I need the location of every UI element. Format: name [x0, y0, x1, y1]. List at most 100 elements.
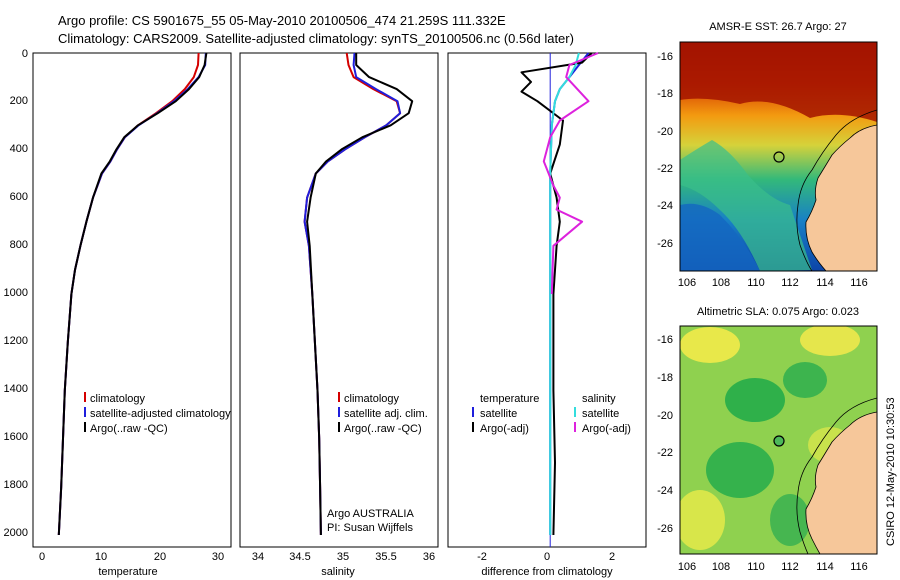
lat-tick: -26 — [657, 238, 673, 250]
sst-map-title: AMSR-E SST: 26.7 Argo: 27 — [709, 21, 847, 33]
temperature-xlabel: temperature — [98, 566, 157, 578]
lat-tick: -16 — [657, 51, 673, 63]
x-tick-30: 30 — [212, 551, 224, 563]
x-tick-0: 0 — [544, 551, 550, 563]
sla-low-patch — [770, 494, 810, 546]
legend-swatch-satellite — [338, 407, 340, 417]
legend-swatch-argo — [338, 422, 340, 432]
y-tick-0: 0 — [22, 48, 28, 60]
legend-swatch-temp-argo — [472, 422, 474, 432]
lat-tick: -18 — [657, 372, 673, 384]
lon-tick: 108 — [712, 561, 730, 573]
temperature-x-ticks: 0 10 20 30 — [39, 551, 224, 563]
salinity-axes — [239, 52, 439, 548]
x-tick-36: 36 — [423, 551, 435, 563]
legend-swatch-temp-satellite — [472, 407, 474, 417]
sla-high-patch — [680, 327, 740, 363]
x-tick-35: 35 — [337, 551, 349, 563]
legend-climatology: climatology — [344, 393, 400, 405]
sla-low-patch — [783, 362, 827, 398]
sst-coast-contour — [796, 109, 877, 271]
salinity-xlabel: salinity — [321, 566, 355, 578]
lon-tick: 116 — [850, 277, 868, 289]
sla-land — [805, 411, 877, 554]
legend-swatch-satellite — [84, 407, 86, 417]
sst-map-frame — [679, 41, 878, 272]
sla-high-patch — [680, 490, 725, 550]
legend-swatch-argo — [84, 422, 86, 432]
series-line-salinity-argo-adj- — [542, 52, 599, 295]
sst-cold-southwest — [680, 203, 760, 271]
lon-tick: 112 — [781, 277, 799, 289]
x-tick-20: 20 — [154, 551, 166, 563]
y-tick-1600: 1600 — [4, 431, 28, 443]
series-line-argo-raw-qc- — [306, 53, 414, 536]
y-tick-1800: 1800 — [4, 479, 28, 491]
lat-tick: -18 — [657, 88, 673, 100]
legend-climatology: climatology — [90, 393, 146, 405]
x-tick-35-5: 35.5 — [375, 551, 396, 563]
y-tick-1000: 1000 — [4, 287, 28, 299]
lon-tick: 110 — [747, 277, 765, 289]
sst-map-field — [680, 42, 877, 271]
lon-tick: 116 — [850, 561, 868, 573]
difference-axes — [447, 52, 647, 548]
sla-map-x-ticks: 106 108 110 112 114 116 — [678, 561, 868, 573]
lat-tick: -22 — [657, 163, 673, 175]
sst-argo-marker — [773, 151, 785, 163]
sla-map-frame — [679, 325, 878, 555]
sla-low-patch — [725, 378, 785, 422]
sst-warm-pool — [680, 42, 877, 122]
x-tick-10: 10 — [95, 551, 107, 563]
sla-map-field — [680, 326, 877, 554]
x-tick-2: 2 — [609, 551, 615, 563]
lat-tick: -20 — [657, 126, 673, 138]
sst-land — [805, 124, 877, 271]
legend-temp-argo: Argo(-adj) — [480, 423, 529, 435]
y-tick-2000: 2000 — [4, 527, 28, 539]
temperature-legend: climatology satellite-adjusted climatolo… — [84, 392, 231, 435]
lat-tick: -16 — [657, 334, 673, 346]
sla-argo-marker — [773, 435, 785, 447]
x-tick-34: 34 — [252, 551, 264, 563]
y-tick-1400: 1400 — [4, 383, 28, 395]
y-tick-200: 200 — [10, 95, 28, 107]
sla-map-y-ticks: -16 -18 -20 -22 -24 -26 — [657, 334, 673, 535]
y-tick-1200: 1200 — [4, 335, 28, 347]
x-tick-0: 0 — [39, 551, 45, 563]
lon-tick: 114 — [816, 561, 834, 573]
legend-argo: Argo(..raw -QC) — [344, 423, 422, 435]
difference-legend: temperature satellite Argo(-adj) salinit… — [472, 393, 631, 435]
y-tick-400: 400 — [10, 143, 28, 155]
header-line1: Argo profile: CS 5901675_55 05-May-2010 … — [58, 13, 506, 28]
x-tick-neg2: -2 — [477, 551, 487, 563]
lat-tick: -24 — [657, 485, 673, 497]
temperature-axes — [32, 52, 232, 548]
sla-low-patch — [706, 442, 774, 498]
sla-high-patch — [800, 326, 860, 356]
series-line-argo-raw-qc- — [57, 52, 208, 536]
salinity-lines — [303, 52, 414, 536]
lat-tick: -20 — [657, 410, 673, 422]
difference-xlabel: difference from climatology — [481, 566, 613, 578]
legend-swatch-sal-argo — [574, 422, 576, 432]
salinity-legend: climatology satellite adj. clim. Argo(..… — [338, 392, 428, 435]
legend-swatch-climatology — [84, 392, 86, 402]
argo-pi-note: PI: Susan Wijffels — [327, 522, 413, 534]
sst-map-y-ticks: -16 -18 -20 -22 -24 -26 — [657, 51, 673, 250]
sst-tongue — [680, 140, 812, 271]
lon-tick: 114 — [816, 277, 834, 289]
lon-tick: 108 — [712, 277, 730, 289]
y-tick-800: 800 — [10, 239, 28, 251]
sla-coast-contour — [796, 397, 877, 554]
legend-swatch-sal-satellite — [574, 407, 576, 417]
side-timestamp: CSIRO 12-May-2010 10:30:53 — [885, 397, 897, 546]
header-line2: Climatology: CARS2009. Satellite-adjuste… — [58, 31, 574, 46]
legend-sal-argo: Argo(-adj) — [582, 423, 631, 435]
lat-tick: -26 — [657, 523, 673, 535]
argo-program-note: Argo AUSTRALIA — [327, 508, 414, 520]
lat-tick: -24 — [657, 200, 673, 212]
difference-x-ticks: -2 0 2 — [477, 551, 615, 563]
temperature-y-ticks: 0 200 400 600 800 1000 1200 1400 1600 18… — [4, 48, 28, 539]
temperature-lines — [57, 52, 208, 536]
